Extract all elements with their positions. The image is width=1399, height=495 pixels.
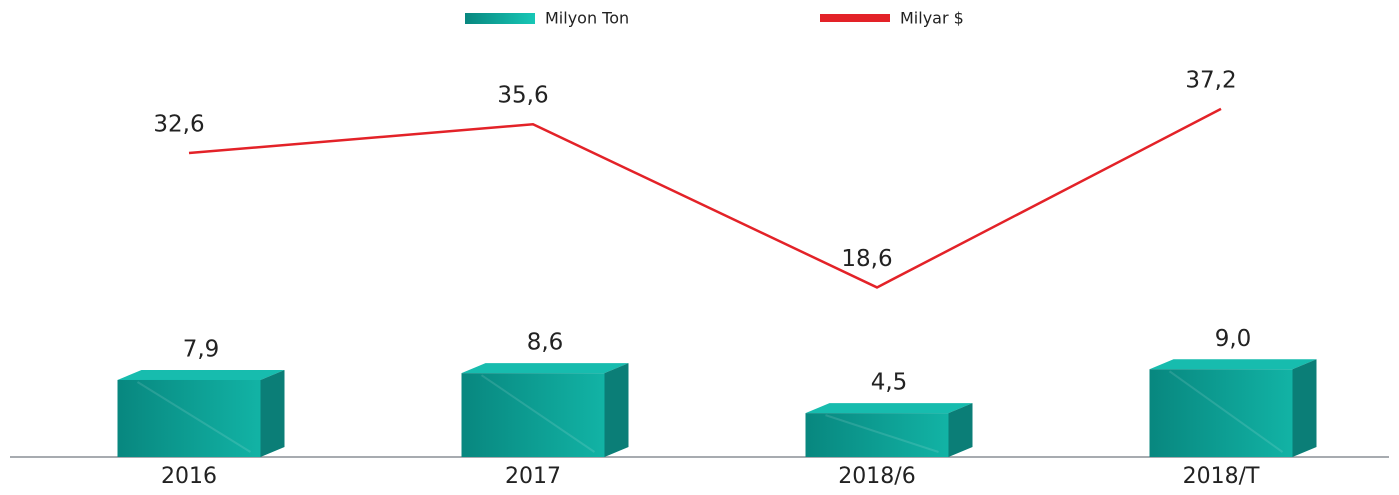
- bar-side: [948, 403, 973, 457]
- bar: [461, 373, 605, 457]
- bar-side: [1292, 359, 1317, 457]
- data-label: 9,0: [1215, 326, 1252, 352]
- data-label: 4,5: [871, 370, 908, 396]
- bar-side: [604, 363, 629, 457]
- bar-sheen: [480, 374, 596, 453]
- legend-label: Milyon Ton: [545, 9, 629, 28]
- data-label: 18,6: [841, 246, 892, 272]
- data-label: 37,2: [1185, 67, 1236, 93]
- legend-swatch: [465, 13, 535, 24]
- bar-sheen: [825, 414, 939, 453]
- data-label: 8,6: [527, 330, 564, 356]
- legend-label: Milyar $: [900, 9, 964, 28]
- bar-top: [1149, 359, 1317, 370]
- data-label: 32,6: [153, 112, 204, 138]
- bar-top: [117, 369, 285, 380]
- bar: [805, 413, 949, 457]
- x-tick-label: 2018/6: [838, 464, 915, 489]
- data-label: 7,9: [183, 336, 220, 362]
- x-tick-label: 2017: [505, 464, 561, 489]
- bar: [117, 379, 261, 457]
- bar-sheen: [1168, 370, 1284, 453]
- legend-swatch: [820, 14, 890, 22]
- x-tick-label: 2016: [161, 464, 217, 489]
- x-tick-label: 2018/T: [1183, 464, 1260, 489]
- bar-top: [461, 363, 629, 374]
- bar-side: [260, 369, 285, 457]
- data-label: 35,6: [497, 83, 548, 109]
- bar-top: [805, 403, 973, 414]
- bar-sheen: [136, 381, 252, 453]
- bar: [1149, 369, 1293, 457]
- line: [188, 107, 1222, 289]
